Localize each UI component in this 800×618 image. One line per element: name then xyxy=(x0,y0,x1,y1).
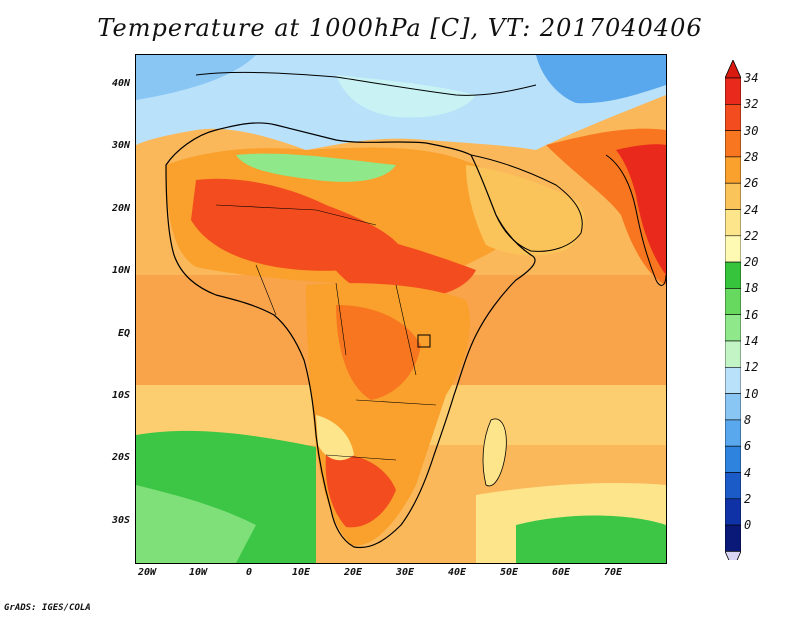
colorbar-swatch xyxy=(724,288,742,315)
lon-label-50e: 50E xyxy=(499,567,519,578)
colorbar-label: 12 xyxy=(744,360,759,375)
mediterranean-region xyxy=(336,75,476,118)
lat-label-10s: 10S xyxy=(111,390,130,401)
lon-label-10e: 10E xyxy=(291,567,311,578)
europe-coastline xyxy=(195,71,537,96)
congo-hot-region xyxy=(336,305,421,400)
map-canvas xyxy=(136,55,666,563)
colorbar-label: 8 xyxy=(744,412,752,427)
colorbar-label: 32 xyxy=(744,97,759,112)
central-hot-region xyxy=(316,225,476,300)
colorbar-swatch xyxy=(724,393,742,421)
colorbar-swatch xyxy=(724,77,742,105)
colorbar-swatch xyxy=(724,182,742,210)
colorbar-swatch xyxy=(724,103,742,131)
arabia-region xyxy=(466,165,585,256)
africa-coastline xyxy=(165,122,536,549)
north-africa-cool-band xyxy=(236,153,396,182)
colorbar-label: 16 xyxy=(744,307,759,322)
map-title: Temperature at 1000hPa [C], VT: 20170404… xyxy=(97,14,703,42)
lon-label-20w: 20W xyxy=(137,567,157,578)
colorbar-label: 0 xyxy=(744,518,752,533)
colorbar-swatch xyxy=(724,340,742,368)
colorbar-top-arrow xyxy=(724,59,742,79)
colorbar-swatch xyxy=(724,209,742,237)
lat-label-30n: 30N xyxy=(111,140,130,151)
colorbar-bottom-arrow xyxy=(724,550,742,571)
temperature-map xyxy=(135,54,667,564)
lon-label-20e: 20E xyxy=(343,567,363,578)
atlantic-north-cold xyxy=(136,55,256,100)
colorbar-swatch xyxy=(724,419,742,447)
southern-africa-hot-region xyxy=(325,454,396,528)
colorbar-swatch xyxy=(724,314,742,342)
lat-label-40n: 40N xyxy=(111,78,130,89)
lon-label-40e: 40E xyxy=(447,567,467,578)
colorbar-label: 6 xyxy=(744,439,752,454)
colorbar-swatch xyxy=(724,524,742,552)
colorbar-swatch xyxy=(724,498,742,526)
lon-label-0: 0 xyxy=(245,567,253,578)
south-atlantic-cold-zone xyxy=(136,485,256,563)
lon-label-10w: 10W xyxy=(188,567,208,578)
colorbar-label: 26 xyxy=(744,176,759,191)
lat-label-20s: 20S xyxy=(111,452,130,463)
colorbar-swatch xyxy=(724,156,742,184)
kalahari-region xyxy=(316,415,354,461)
colorbar-label: 4 xyxy=(744,465,752,480)
colorbar-label: 34 xyxy=(744,71,759,85)
lat-label-10n: 10N xyxy=(111,265,130,276)
colorbar-label: 2 xyxy=(744,491,752,506)
colorbar-swatch xyxy=(724,235,742,263)
colorbar-swatch xyxy=(724,261,742,289)
lat-label-20n: 20N xyxy=(111,203,130,214)
lat-label-30s: 30S xyxy=(111,515,130,526)
footer-credit: GrADS: IGES/COLA xyxy=(4,603,91,613)
madagascar-island xyxy=(482,418,507,487)
lon-label-70e: 70E xyxy=(603,567,623,578)
lon-label-60e: 60E xyxy=(551,567,571,578)
lat-label-eq: EQ xyxy=(117,328,130,339)
lon-label-30e: 30E xyxy=(395,567,415,578)
arabia-coastline xyxy=(470,154,583,252)
colorbar-label: 20 xyxy=(744,255,759,270)
colorbar-swatch xyxy=(724,366,742,394)
lake-victoria xyxy=(417,334,431,348)
country-borders xyxy=(215,204,437,461)
south-indian-cold-zone xyxy=(516,515,666,563)
colorbar-swatch xyxy=(724,472,742,500)
colorbar-swatch xyxy=(724,445,742,473)
colorbar-label: 10 xyxy=(744,386,759,401)
colorbar-label: 30 xyxy=(744,123,759,138)
colorbar-label: 18 xyxy=(744,281,759,296)
colorbar xyxy=(724,59,742,571)
colorbar-label: 24 xyxy=(744,202,759,217)
colorbar-svg xyxy=(724,59,742,571)
colorbar-label: 14 xyxy=(744,334,759,348)
colorbar-swatch xyxy=(724,130,742,158)
india-coastline xyxy=(605,154,666,286)
colorbar-label: 28 xyxy=(744,149,759,164)
india-hot-region xyxy=(616,144,666,275)
colorbar-label: 22 xyxy=(744,228,759,243)
asia-cold-region xyxy=(536,55,666,104)
